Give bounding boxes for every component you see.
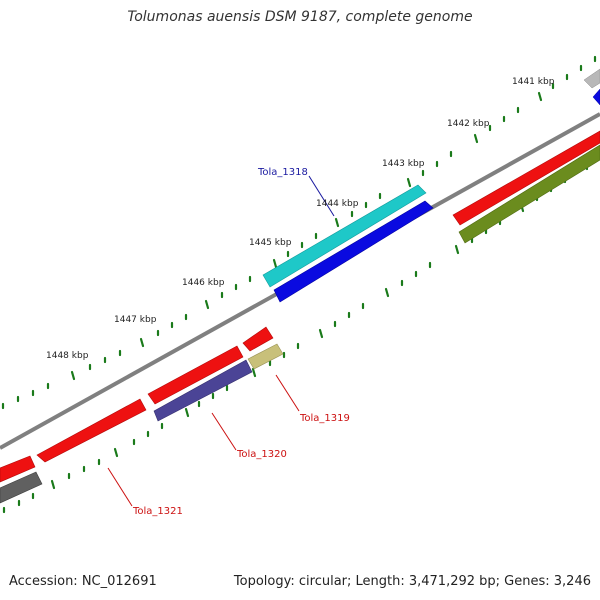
gene-feature-olive[interactable]: [458, 144, 600, 244]
ruler-tick-major: [406, 177, 412, 188]
gene-feature-red-left[interactable]: [36, 398, 147, 463]
gene-feature-gray-edge[interactable]: [0, 471, 43, 504]
gene-feature-red-upper[interactable]: [452, 130, 600, 226]
ruler-tick-major: [537, 91, 543, 102]
genome-summary: Topology: circular; Length: 3,471,292 bp…: [233, 574, 591, 589]
gene-label-tola-1319[interactable]: Tola_1319: [299, 413, 350, 424]
ruler-tick-major: [318, 328, 324, 339]
ruler-label-1448: 1448 kbp: [46, 351, 89, 361]
ruler-label-1441: 1441 kbp: [512, 77, 555, 87]
ruler-label-1447: 1447 kbp: [114, 315, 157, 325]
callout-line-tola-1321: [107, 467, 133, 507]
gene-feature-blue-edge[interactable]: [592, 88, 600, 106]
ruler-label-1446: 1446 kbp: [182, 278, 225, 288]
ruler-tick-major: [204, 299, 210, 310]
gene-feature-tola-1318[interactable]: [262, 184, 427, 288]
accession-label: Accession: NC_012691: [9, 574, 157, 589]
ruler-label-1445: 1445 kbp: [249, 238, 292, 248]
callout-line-tola-1320: [211, 412, 237, 451]
gene-feature-red-mid[interactable]: [242, 326, 274, 352]
ruler-label-1444: 1444 kbp: [316, 199, 359, 209]
ruler-tick-major: [454, 244, 460, 255]
ruler-tick-major: [70, 370, 76, 381]
gene-feature-tola-1320[interactable]: [153, 359, 253, 422]
gene-feature-red-long[interactable]: [147, 345, 244, 405]
ruler-label-1443: 1443 kbp: [382, 159, 425, 169]
callout-line-tola-1319: [275, 374, 300, 412]
map-title: Tolumonas auensis DSM 9187, complete gen…: [127, 9, 473, 25]
gene-label-tola-1321[interactable]: Tola_1321: [132, 506, 183, 517]
gene-label-tola-1320[interactable]: Tola_1320: [236, 449, 287, 460]
ruler-tick-major: [251, 367, 257, 378]
gene-feature-silver[interactable]: [583, 68, 600, 89]
gene-feature-red-edge[interactable]: [0, 455, 36, 483]
gene-feature-tola-1319[interactable]: [247, 343, 284, 370]
ruler-tick-major: [50, 479, 56, 490]
inner-ruler-track: [2, 160, 589, 514]
ruler-tick-major: [184, 407, 190, 418]
ruler-tick-major: [473, 133, 479, 144]
outer-ruler-track: [1, 55, 597, 410]
gene-label-tola-1318[interactable]: Tola_1318: [257, 167, 308, 178]
callout-line-tola-1318: [308, 175, 335, 217]
ruler-tick-major: [139, 337, 145, 348]
ruler-tick-major: [384, 287, 390, 298]
ruler-tick-major: [272, 258, 278, 269]
ruler-tick-major: [113, 447, 119, 458]
ruler-label-1442: 1442 kbp: [447, 119, 490, 129]
ruler-tick-major: [334, 217, 340, 228]
gene-feature-blue[interactable]: [273, 200, 434, 303]
